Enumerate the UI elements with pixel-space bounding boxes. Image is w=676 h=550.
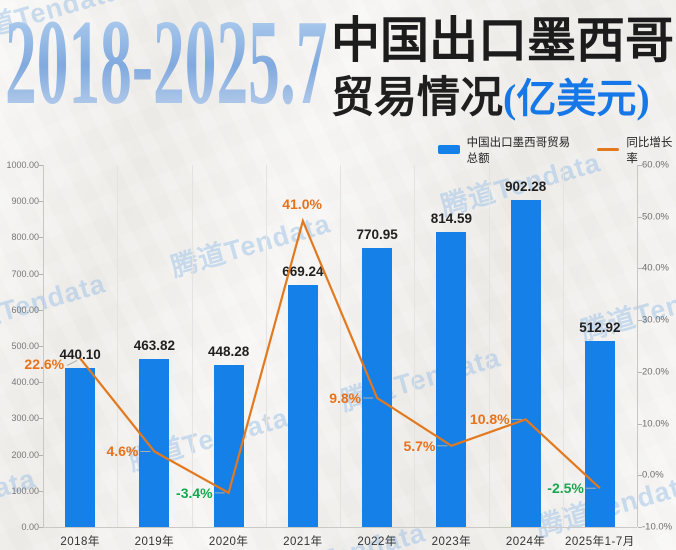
left-axis-tick-label: 300.00 — [11, 413, 39, 424]
bar-value-label: 463.82 — [133, 338, 176, 354]
bar-value-label: 448.28 — [207, 343, 250, 359]
x-axis-label: 2023年 — [431, 536, 472, 548]
bar-2022年 — [362, 247, 393, 527]
left-axis-tick-label: 500.00 — [11, 341, 39, 351]
left-axis-tick-mark — [39, 165, 43, 166]
bar-2021年 — [287, 284, 318, 527]
title-main: 中国出口墨西哥 — [331, 13, 675, 68]
left-axis-tick-mark — [39, 454, 43, 456]
gridline-vertical — [340, 165, 341, 527]
right-axis-tick-mark — [638, 475, 642, 477]
right-axis-tick-label: 30.0% — [642, 314, 669, 326]
bar-2020年 — [213, 364, 244, 527]
right-axis-tick-label: 50.0% — [642, 211, 669, 223]
right-axis-tick-mark — [638, 216, 642, 218]
x-axis-label: 2021年 — [283, 536, 323, 548]
bar-value-label: 440.10 — [59, 346, 101, 362]
left-axis-tick-label: 600.00 — [11, 304, 39, 315]
title-subtitle: 贸易情况(亿美元) — [331, 77, 650, 120]
right-axis-tick-mark — [638, 320, 642, 322]
title-subtitle-text: 贸易情况 — [331, 75, 503, 122]
gridline-vertical — [414, 165, 416, 527]
title-period: 2018-2025.7 — [5, 0, 328, 130]
right-axis-tick-mark — [638, 527, 642, 528]
right-axis-tick-label: 40.0% — [642, 262, 669, 274]
legend-line-swatch — [596, 148, 620, 151]
growth-pct-label: 41.0% — [282, 196, 322, 212]
right-axis-tick-label: 10.0% — [642, 418, 669, 430]
legend-bar-label: 中国出口墨西哥贸易总额 — [466, 136, 571, 165]
growth-pct-label: -3.4% — [176, 484, 213, 501]
x-axis-label: 2019年 — [134, 536, 175, 548]
left-axis-tick-label: 900.00 — [11, 196, 39, 207]
gridline-vertical — [191, 165, 193, 527]
left-axis-tick-mark — [39, 527, 43, 528]
legend-bar-swatch — [438, 145, 460, 154]
x-axis-label: 2025年1-7月 — [565, 536, 635, 548]
gridline-vertical — [488, 165, 490, 527]
right-axis-tick-mark — [638, 423, 642, 425]
left-axis-tick-mark — [39, 418, 43, 420]
bar-2019年 — [139, 359, 170, 527]
x-axis-label: 2018年 — [60, 536, 100, 548]
right-axis-tick-label: 60.0% — [642, 159, 669, 171]
bar-value-label: 814.59 — [430, 211, 473, 227]
left-axis-tick-mark — [39, 273, 43, 275]
bar-value-label: 902.28 — [504, 179, 547, 195]
left-axis-tick-label: 0.00 — [21, 522, 39, 532]
chart-legend: 中国出口墨西哥贸易总额 同比增长率 — [438, 137, 676, 165]
left-axis-tick-label: 100.00 — [11, 485, 39, 496]
growth-pct-label: -2.5% — [547, 480, 584, 497]
left-axis-tick-label: 200.00 — [11, 449, 39, 460]
legend-line-label: 同比增长率 — [626, 136, 673, 165]
growth-pct-label: 4.6% — [106, 443, 139, 460]
x-axis-label: 2020年 — [208, 536, 249, 548]
right-axis-tick-mark — [638, 165, 642, 166]
bar-2025年1-7月 — [584, 341, 615, 527]
growth-pct-label: 5.7% — [403, 437, 436, 454]
right-axis-tick-label: 0.0% — [642, 469, 664, 481]
gridline-vertical — [265, 165, 267, 527]
left-axis-line — [43, 165, 44, 527]
bar-value-label: 770.95 — [356, 226, 398, 242]
bottom-axis-line — [43, 527, 637, 528]
right-axis-tick-mark — [638, 371, 642, 373]
growth-pct-label: 10.8% — [469, 411, 510, 428]
title-unit: (亿美元) — [503, 76, 650, 121]
left-axis-tick-label: 400.00 — [11, 377, 39, 388]
left-axis-tick-mark — [39, 237, 43, 239]
left-axis-tick-label: 800.00 — [11, 232, 39, 243]
gridline-vertical — [117, 165, 119, 527]
bar-2018年 — [65, 367, 96, 527]
left-axis-tick-label: 1000.00 — [6, 160, 39, 170]
bar-2023年 — [436, 232, 467, 527]
x-axis-label: 2024年 — [505, 536, 546, 548]
left-axis-tick-label: 700.00 — [11, 268, 39, 279]
left-axis-tick-mark — [39, 346, 43, 347]
left-axis-tick-mark — [39, 490, 43, 492]
x-axis-label: 2022年 — [357, 536, 397, 548]
right-axis-tick-label: -10.0% — [642, 521, 673, 533]
right-axis-tick-mark — [638, 268, 642, 270]
left-axis-tick-mark — [39, 382, 43, 384]
right-axis-line — [637, 165, 638, 527]
right-axis-tick-label: 20.0% — [642, 366, 669, 378]
left-axis-tick-mark — [39, 201, 43, 203]
bar-value-label: 512.92 — [579, 320, 621, 336]
bar-value-label: 669.24 — [282, 263, 324, 279]
bar-2024年 — [510, 200, 541, 527]
growth-pct-label: 22.6% — [24, 356, 65, 373]
gridline-vertical — [562, 165, 564, 527]
growth-pct-label: 9.8% — [329, 390, 362, 406]
left-axis-tick-mark — [39, 309, 43, 311]
